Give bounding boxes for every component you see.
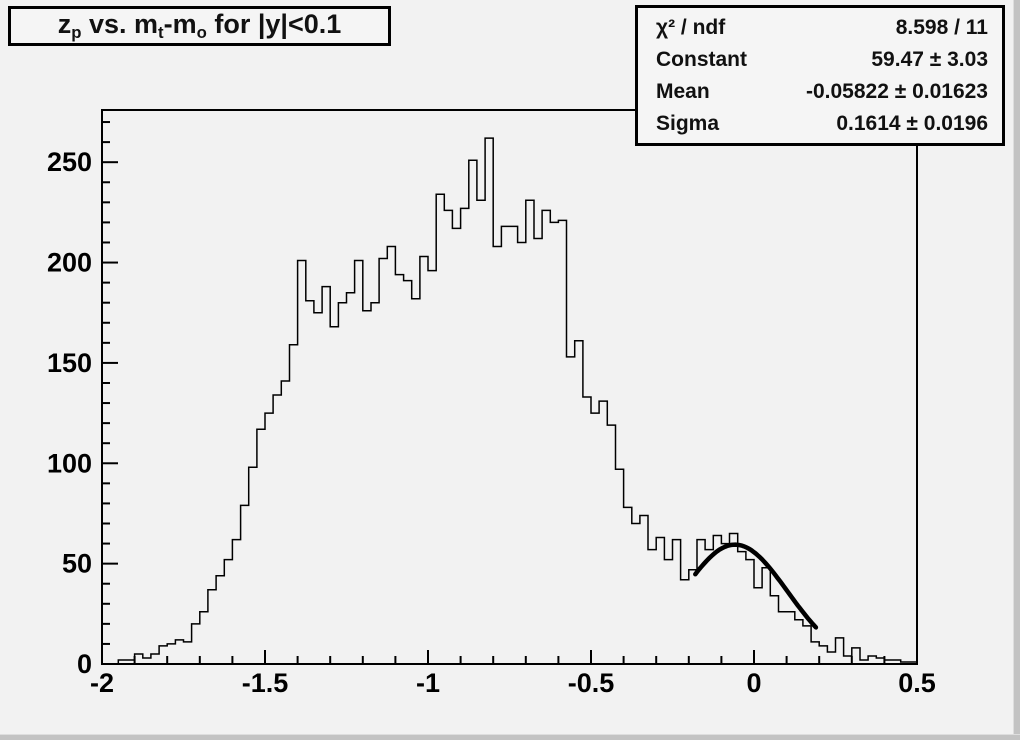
y-axis-tick-label: 200 [47, 248, 92, 278]
stat-value: 59.47 ± 3.03 [871, 48, 988, 72]
x-axis-tick-label: -0.5 [568, 668, 615, 698]
stat-value: 0.1614 ± 0.0196 [836, 111, 988, 135]
stat-label: Constant [656, 48, 747, 72]
title-subscript: p [71, 23, 82, 43]
stat-label: χ² / ndf [656, 16, 726, 40]
x-axis-tick-label: 0 [746, 668, 761, 698]
stat-row: Constant 59.47 ± 3.03 [638, 49, 1002, 70]
histogram-step-path [102, 137, 918, 665]
plot-title: zp vs. mt-mo for |y|<0.1 [58, 9, 342, 43]
plot-frame [101, 109, 918, 665]
title-text-segment: z [57, 9, 72, 39]
x-axis-tick-label: -1.5 [242, 668, 289, 698]
stat-value: -0.05822 ± 0.01623 [805, 79, 988, 103]
stat-value: 8.598 / 11 [895, 16, 988, 40]
title-text-segment: for |y|<0.1 [206, 9, 342, 39]
title-text-segment: vs. m [81, 9, 159, 39]
fit-stats-box: χ² / ndf 8.598 / 11 Constant 59.47 ± 3.0… [635, 5, 1005, 146]
x-axis-tick-label: -2 [90, 668, 114, 698]
title-subscript: t [158, 23, 164, 43]
title-text-segment: -m [163, 9, 197, 39]
stat-row: χ² / ndf 8.598 / 11 [638, 17, 1002, 38]
gaussian-fit-curve [693, 542, 819, 630]
x-axis-tick-label: 0.5 [898, 668, 936, 698]
y-axis-tick-label: 250 [47, 147, 92, 177]
y-axis-tick-label: 0 [77, 649, 92, 679]
y-axis-tick-label: 100 [47, 448, 92, 478]
title-subscript: o [196, 23, 207, 43]
canvas-bevel-right [1013, 0, 1020, 740]
y-axis-tick-label: 150 [47, 348, 92, 378]
stat-row: Mean -0.05822 ± 0.01623 [638, 81, 1002, 102]
canvas-bevel-bottom [0, 734, 1020, 740]
stat-label: Sigma [656, 111, 720, 135]
y-axis-tick-label: 50 [62, 549, 92, 579]
stat-label: Mean [656, 79, 710, 103]
x-axis-tick-label: -1 [416, 668, 440, 698]
plot-title-box: zp vs. mt-mo for |y|<0.1 [8, 6, 391, 46]
stat-row: Sigma 0.1614 ± 0.0196 [638, 113, 1002, 134]
